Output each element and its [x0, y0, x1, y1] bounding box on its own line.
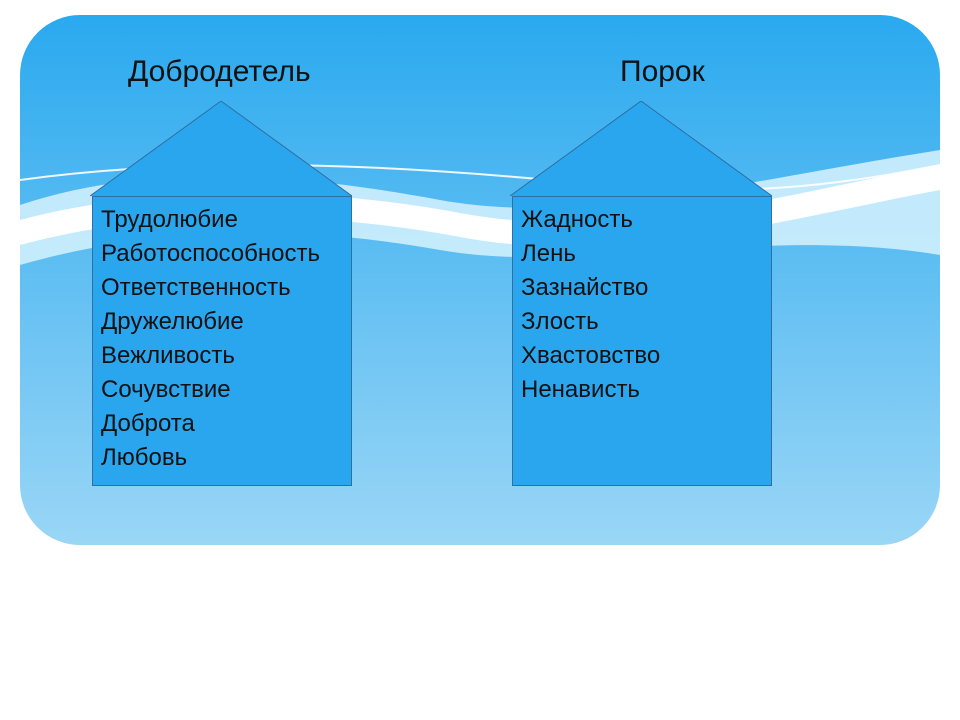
- house-vice-body: Жадность Лень Зазнайство Злость Хвастовс…: [512, 196, 772, 486]
- heading-vice: Порок: [620, 55, 705, 89]
- list-item: Ответственность: [101, 271, 343, 305]
- house-vice-roof-edge: [510, 101, 772, 196]
- list-item: Сочувствие: [101, 373, 343, 407]
- list-item: Злость: [521, 305, 763, 339]
- list-item: Работоспособность: [101, 237, 343, 271]
- house-virtue-body: Трудолюбие Работоспособность Ответственн…: [92, 196, 352, 486]
- list-item: Дружелюбие: [101, 305, 343, 339]
- heading-virtue: Добродетель: [128, 55, 311, 89]
- list-item: Любовь: [101, 441, 343, 475]
- list-item: Вежливость: [101, 339, 343, 373]
- list-item: Хвастовство: [521, 339, 763, 373]
- list-item: Лень: [521, 237, 763, 271]
- house-virtue-roof-edge: [90, 101, 352, 196]
- list-item: Трудолюбие: [101, 203, 343, 237]
- list-item: Ненависть: [521, 373, 763, 407]
- slide: Добродетель Порок Трудолюбие Работоспосо…: [0, 0, 960, 720]
- list-item: Зазнайство: [521, 271, 763, 305]
- list-item: Доброта: [101, 407, 343, 441]
- list-item: Жадность: [521, 203, 763, 237]
